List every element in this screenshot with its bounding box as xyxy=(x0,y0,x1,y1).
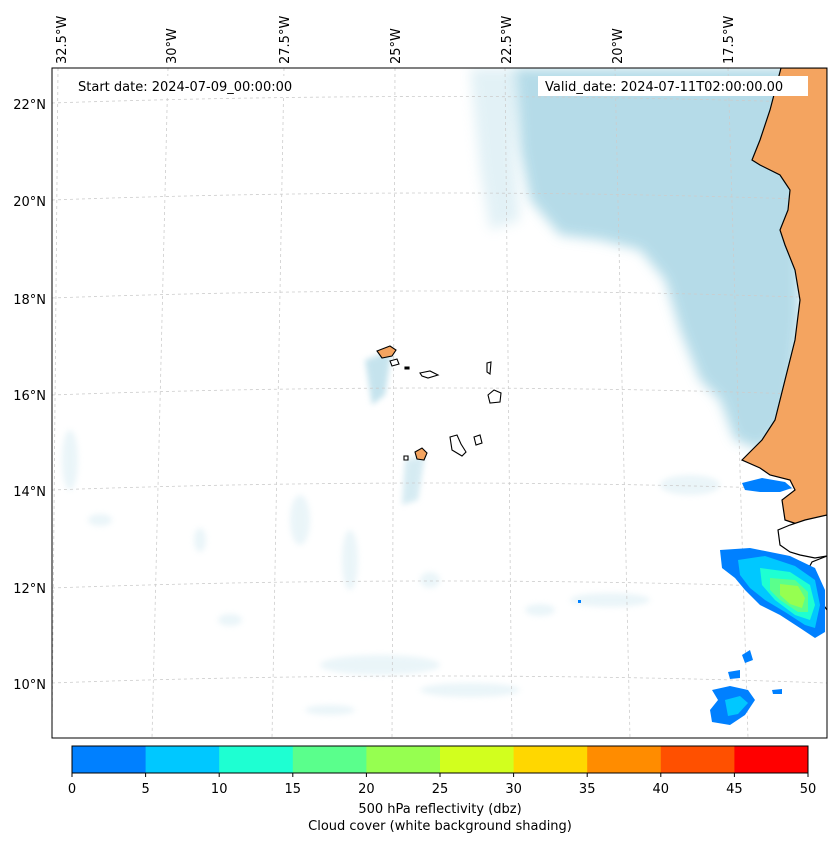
colorbar-title: 500 hPa reflectivity (dbz) xyxy=(358,802,521,817)
lat-label: 22°N xyxy=(13,98,46,113)
colorbar-swatches xyxy=(72,746,809,773)
reflectivity-cell-small-3 xyxy=(772,689,782,694)
cape-verde-islands xyxy=(376,345,502,461)
colorbar-tick-label: 20 xyxy=(358,782,375,797)
colorbar-tick-label: 30 xyxy=(505,782,522,797)
land-guinea-bissau xyxy=(777,514,827,559)
island-santo-antao xyxy=(376,345,397,359)
colorbar-swatch xyxy=(145,746,220,773)
colorbar-tick-label: 0 xyxy=(68,782,76,797)
island-maio xyxy=(473,434,483,446)
lon-label: 20°W xyxy=(611,28,626,64)
cloud-island-plume-2 xyxy=(402,455,425,505)
colorbar-tick-label: 15 xyxy=(285,782,302,797)
cloud-cover-shading xyxy=(62,68,800,715)
lon-label: 27.5°W xyxy=(278,16,293,64)
gridlines xyxy=(52,68,827,738)
lon-label: 17.5°W xyxy=(722,16,737,64)
cloud-cover-faint xyxy=(470,68,520,230)
cloud-streaks xyxy=(62,430,720,715)
colorbar-swatch xyxy=(513,746,588,773)
lat-label: 16°N xyxy=(13,389,46,404)
reflectivity-cell-south-10 xyxy=(725,696,748,716)
colorbar-swatch xyxy=(734,746,809,773)
colorbar-swatch xyxy=(292,746,367,773)
start-date-annotation: Start date: 2024-07-09_00:00:00 xyxy=(72,76,318,96)
island-santiago xyxy=(449,434,467,457)
lon-label: 22.5°W xyxy=(500,16,515,64)
colorbar-ticks: 0 5 10 15 20 25 30 35 40 45 50 xyxy=(68,773,816,797)
lon-label: 25°W xyxy=(389,28,404,64)
reflectivity-cell-small-4 xyxy=(578,600,581,603)
reflectivity-cells xyxy=(578,478,825,725)
colorbar-swatch xyxy=(366,746,441,773)
lat-label: 12°N xyxy=(13,582,46,597)
cloud-cover-main xyxy=(515,68,800,450)
lat-label: 10°N xyxy=(13,678,46,693)
lat-label: 14°N xyxy=(13,485,46,500)
reflectivity-cell-small-2 xyxy=(728,670,740,679)
lon-label: 30°W xyxy=(165,28,180,64)
reflectivity-cell-guinea-25 xyxy=(780,584,805,608)
longitude-labels: 32.5°W 30°W 27.5°W 25°W 22.5°W 20°W 17.5… xyxy=(55,16,737,64)
lon-label: 32.5°W xyxy=(55,16,70,64)
reflectivity-cell-senegal-coast xyxy=(742,478,792,492)
map-panel: Start date: 2024-07-09_00:00:00 Valid_da… xyxy=(52,68,827,738)
colorbar-swatch xyxy=(72,746,147,773)
latitude-labels: 22°N 20°N 18°N 16°N 14°N 12°N 10°N xyxy=(13,98,46,693)
map-border xyxy=(51,67,828,739)
colorbar: 0 5 10 15 20 25 30 35 40 45 50 500 hPa reflectivit… xyxy=(68,745,816,834)
colorbar-subtitle: Cloud cover (white background shading) xyxy=(308,819,572,834)
cloud-island-plume xyxy=(365,350,392,405)
colorbar-swatch xyxy=(660,746,735,773)
island-brava xyxy=(403,455,409,461)
africa-coast xyxy=(740,68,827,612)
island-fogo xyxy=(414,447,428,461)
reflectivity-cell-small-1 xyxy=(742,650,753,663)
colorbar-swatch xyxy=(587,746,662,773)
island-sao-nicolau xyxy=(419,370,440,379)
start-date-text: Start date: 2024-07-09_00:00:00 xyxy=(78,80,292,95)
island-santa-luzia xyxy=(404,366,410,370)
colorbar-tick-label: 10 xyxy=(211,782,228,797)
land-mauritania-senegal xyxy=(740,68,827,531)
colorbar-swatch xyxy=(219,746,294,773)
colorbar-tick-label: 5 xyxy=(141,782,149,797)
colorbar-tick-label: 50 xyxy=(800,782,817,797)
lat-label: 20°N xyxy=(13,195,46,210)
colorbar-swatch xyxy=(440,746,515,773)
colorbar-tick-label: 40 xyxy=(653,782,670,797)
colorbar-tick-label: 35 xyxy=(579,782,596,797)
valid-date-annotation: Valid_date: 2024-07-11T02:00:00.00 xyxy=(538,76,808,96)
colorbar-tick-label: 25 xyxy=(432,782,449,797)
island-sao-vicente xyxy=(389,358,400,367)
valid-date-text: Valid_date: 2024-07-11T02:00:00.00 xyxy=(545,80,783,95)
island-sal xyxy=(486,361,492,375)
colorbar-tick-label: 45 xyxy=(726,782,743,797)
island-boa-vista xyxy=(487,389,502,404)
lat-label: 18°N xyxy=(13,293,46,308)
